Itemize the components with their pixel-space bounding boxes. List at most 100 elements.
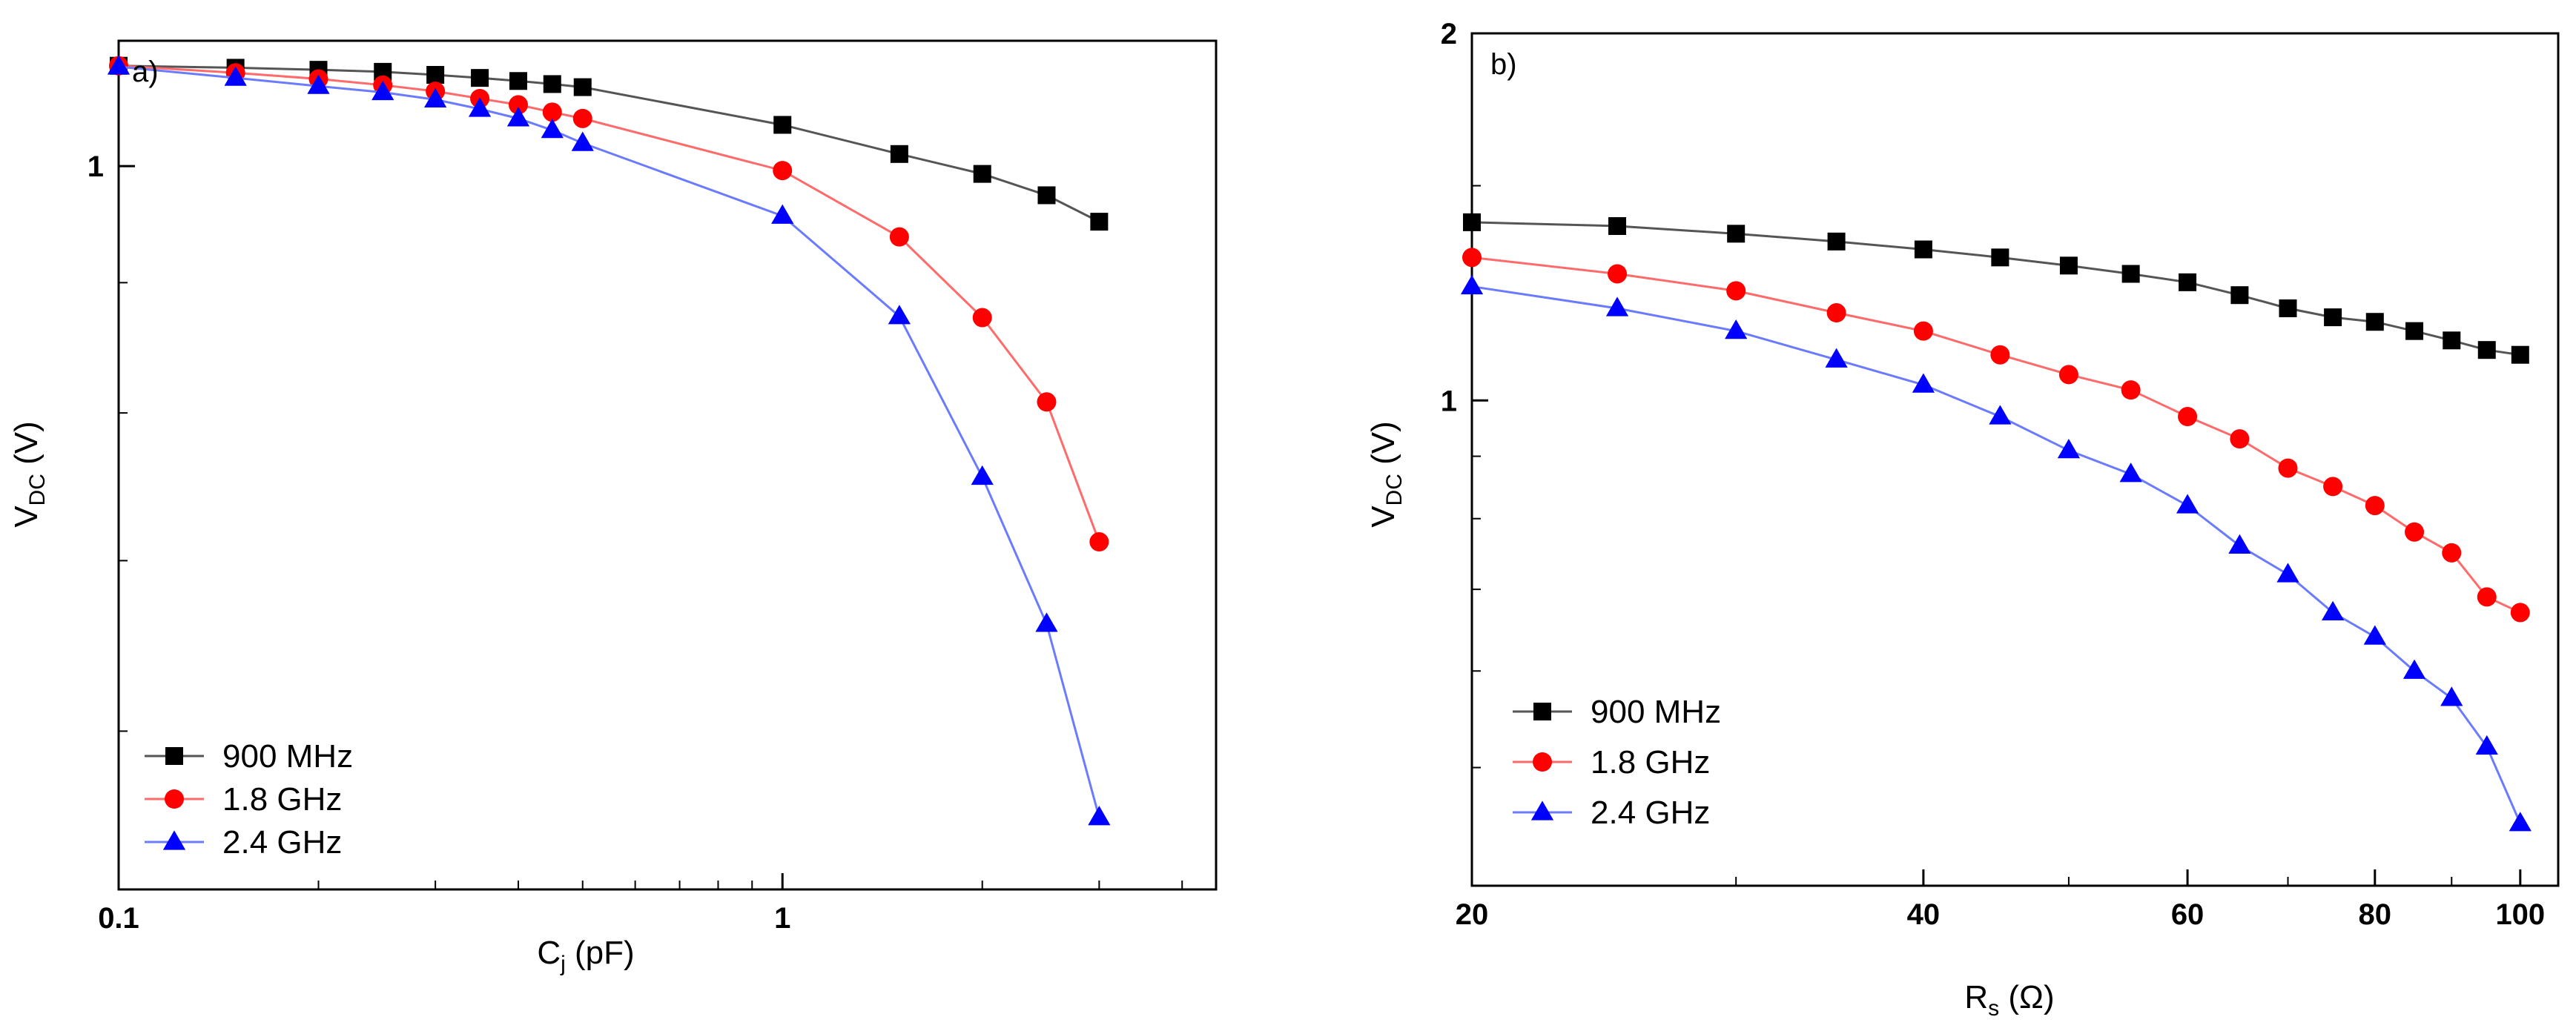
legend-label: 900 MHz bbox=[222, 738, 353, 775]
data-point bbox=[1608, 264, 1628, 284]
legend-item: 1.8 GHz bbox=[145, 781, 342, 818]
legend-label: 1.8 GHz bbox=[222, 781, 342, 818]
legend-marker bbox=[1530, 800, 1554, 821]
legend-item: 900 MHz bbox=[1513, 694, 1721, 730]
axis-ticks-a: 0.1 1 1 bbox=[87, 150, 1183, 935]
data-point bbox=[1037, 186, 1056, 205]
data-point bbox=[572, 108, 592, 128]
data-point bbox=[2228, 534, 2251, 554]
data-point bbox=[541, 119, 564, 139]
data-point bbox=[2179, 273, 2197, 291]
y-tick-label: 2 bbox=[1441, 18, 1457, 50]
series-line bbox=[118, 65, 1100, 818]
data-point bbox=[889, 227, 909, 247]
panel-label-a: a) bbox=[132, 56, 159, 88]
data-point bbox=[2323, 477, 2343, 497]
data-point bbox=[2405, 522, 2425, 542]
data-point bbox=[2278, 458, 2298, 478]
legend-item: 900 MHz bbox=[145, 738, 353, 775]
data-point bbox=[1037, 392, 1057, 412]
data-point bbox=[771, 204, 794, 224]
x-axis-title-a-unit: (pF) bbox=[566, 935, 635, 971]
data-point bbox=[471, 69, 489, 87]
data-point bbox=[2279, 299, 2297, 317]
plot-frame-a bbox=[117, 39, 1218, 891]
data-point bbox=[2176, 494, 2199, 514]
y-axis-title-a: VDC (V) bbox=[8, 421, 50, 528]
data-point bbox=[307, 74, 330, 94]
data-point bbox=[2230, 286, 2249, 305]
x-tick-label: 80 bbox=[2359, 898, 2392, 931]
data-point bbox=[2057, 439, 2081, 459]
x-axis-title-b-unit: (Ω) bbox=[1999, 979, 2054, 1015]
data-point bbox=[773, 116, 792, 134]
data-point bbox=[371, 80, 394, 101]
series-circle bbox=[1462, 248, 2530, 623]
data-point bbox=[509, 72, 527, 90]
series-group-a bbox=[107, 55, 1111, 826]
data-point bbox=[1912, 373, 1935, 393]
data-point bbox=[2475, 735, 2498, 755]
legend-item: 1.8 GHz bbox=[1513, 744, 1710, 780]
data-point bbox=[2058, 365, 2078, 385]
panel-label-b: b) bbox=[1490, 48, 1517, 81]
data-point bbox=[1460, 274, 1484, 295]
x-axis-title-b-sub: s bbox=[1988, 996, 1999, 1021]
legend-b: 900 MHz 1.8 GHz 2.4 GHz bbox=[1513, 694, 1721, 831]
legend-a: 900 MHz 1.8 GHz 2.4 GHz bbox=[145, 738, 353, 861]
data-point bbox=[2230, 429, 2250, 449]
legend-marker bbox=[162, 830, 186, 850]
series-line bbox=[118, 64, 1100, 543]
x-axis-title-a-main: C bbox=[537, 935, 561, 971]
x-tick-label: 40 bbox=[1907, 898, 1941, 931]
data-point bbox=[1727, 225, 1746, 243]
data-point bbox=[973, 165, 991, 183]
series-triangle bbox=[107, 55, 1111, 826]
y-axis-title-b: VDC (V) bbox=[1365, 421, 1407, 528]
data-point bbox=[1827, 232, 1846, 251]
data-point bbox=[2402, 659, 2426, 679]
data-point bbox=[890, 145, 908, 163]
legend-item: 2.4 GHz bbox=[1513, 795, 1710, 831]
legend-marker bbox=[165, 789, 184, 809]
data-point bbox=[1462, 248, 1482, 268]
y-tick-label: 1 bbox=[87, 150, 104, 183]
plot-frame-b bbox=[1470, 32, 2560, 887]
data-point bbox=[2511, 345, 2529, 364]
y-tick-label: 1 bbox=[1441, 385, 1457, 417]
legend-marker bbox=[1533, 703, 1551, 720]
data-point bbox=[1605, 296, 1629, 316]
data-point bbox=[224, 66, 247, 86]
data-point bbox=[2324, 308, 2342, 327]
data-point bbox=[2119, 463, 2142, 483]
x-axis-title-b: Rs (Ω) bbox=[1964, 979, 2054, 1021]
x-tick-label: 60 bbox=[2171, 898, 2205, 931]
data-point bbox=[2477, 587, 2497, 607]
series-line bbox=[118, 64, 1100, 223]
y-axis-title-b-main: V bbox=[1365, 505, 1401, 528]
data-point bbox=[107, 55, 131, 75]
data-point bbox=[1914, 240, 1932, 259]
data-point bbox=[571, 131, 594, 151]
legend-marker bbox=[165, 747, 183, 765]
data-point bbox=[1090, 213, 1109, 231]
data-point bbox=[506, 107, 530, 127]
data-point bbox=[1913, 321, 1933, 341]
data-point bbox=[2365, 496, 2385, 516]
data-point bbox=[543, 75, 561, 93]
data-point bbox=[971, 465, 994, 485]
data-point bbox=[2178, 407, 2198, 427]
data-point bbox=[1990, 345, 2010, 365]
data-point bbox=[2121, 380, 2141, 400]
x-axis-title-a: Cj (pF) bbox=[537, 935, 634, 976]
data-point bbox=[2059, 256, 2078, 275]
data-point bbox=[2321, 600, 2345, 621]
data-point bbox=[1726, 281, 1746, 301]
chart-panel-b: 20 40 60 80 100 1 2 b) 900 MHz 1.8 GHz 2.4 GHz R… bbox=[1365, 18, 2560, 1021]
data-point bbox=[1989, 405, 2012, 425]
legend-label: 900 MHz bbox=[1591, 694, 1721, 730]
x-tick-label: 100 bbox=[2495, 898, 2545, 931]
x-axis-title-b-main: R bbox=[1964, 979, 1988, 1015]
data-point bbox=[2405, 322, 2424, 340]
